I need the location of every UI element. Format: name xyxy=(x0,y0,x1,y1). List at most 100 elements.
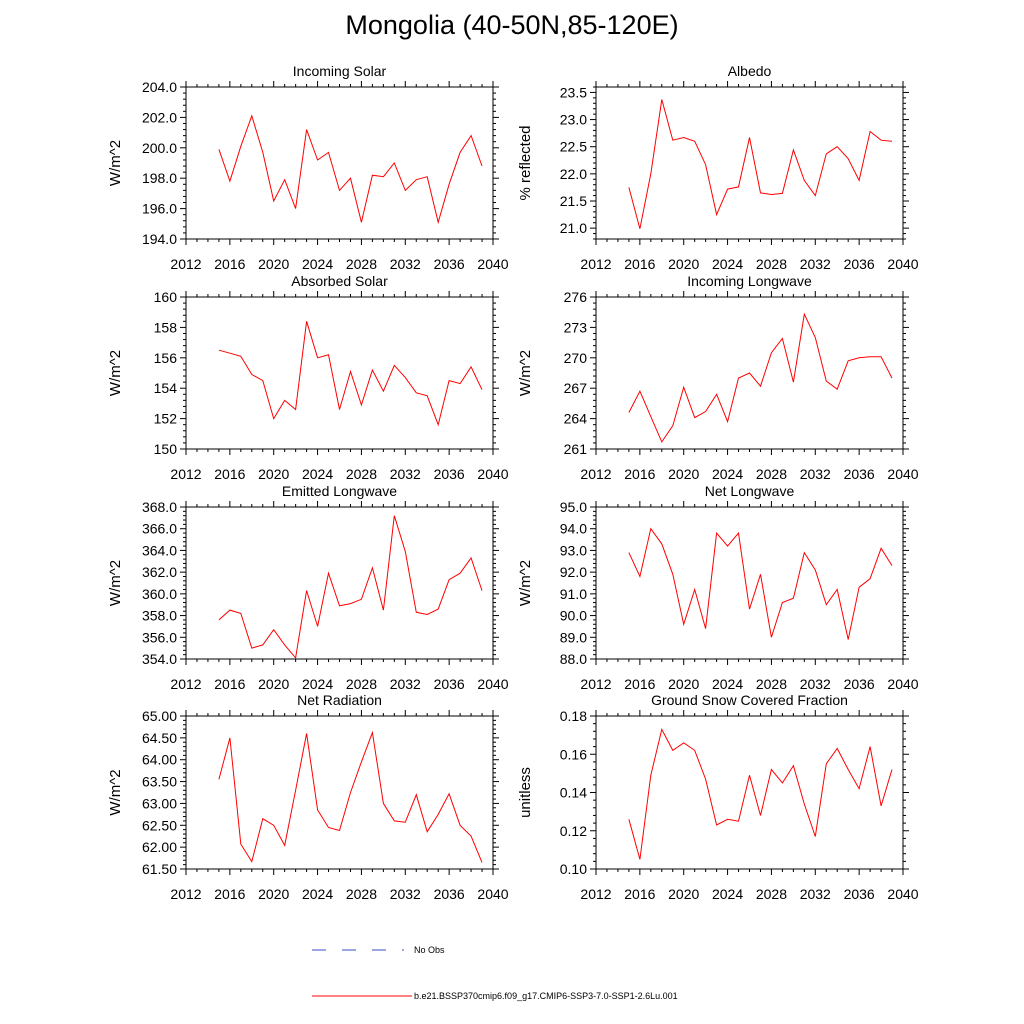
y-tick-label: 63.50 xyxy=(142,774,177,790)
panels: Incoming Solar W/m^2 2012 2016 2020 2024 2028 2… xyxy=(107,63,919,902)
x-tick-label: 2036 xyxy=(434,256,465,272)
y-tick-label: 90.0 xyxy=(560,608,587,624)
x-tick-label: 2036 xyxy=(844,886,875,902)
y-axis-label: W/m^2 xyxy=(517,560,534,606)
y-tick-label: 88.0 xyxy=(560,651,587,667)
y-tick-label: 65.00 xyxy=(142,708,177,724)
x-tick-label: 2028 xyxy=(756,256,787,272)
x-tick-label: 2032 xyxy=(800,256,831,272)
x-tick-label: 2032 xyxy=(800,466,831,482)
series-line xyxy=(218,321,483,427)
x-tick-label: 2016 xyxy=(624,466,655,482)
panel-title: Albedo xyxy=(728,63,772,79)
y-axis-label: W/m^2 xyxy=(107,769,124,815)
y-tick-label: 194.0 xyxy=(142,231,177,247)
y-tick-label: 0.12 xyxy=(560,823,587,839)
y-tick-label: 22.5 xyxy=(560,139,587,155)
x-tick-label: 2012 xyxy=(170,256,201,272)
x-tick-label: 2036 xyxy=(844,466,875,482)
y-tick-label: 366.0 xyxy=(142,521,177,537)
x-tick-label: 2040 xyxy=(477,676,508,692)
plot-frame xyxy=(595,506,904,660)
y-tick-label: 62.00 xyxy=(142,839,177,855)
y-tick-label: 358.0 xyxy=(142,608,177,624)
x-tick-label: 2012 xyxy=(170,676,201,692)
panel-title: Net Radiation xyxy=(297,692,382,708)
x-tick-label: 2012 xyxy=(170,466,201,482)
x-tick-label: 2040 xyxy=(887,256,918,272)
x-tick-label: 2016 xyxy=(214,886,245,902)
x-tick-label: 2020 xyxy=(258,886,289,902)
y-tick-label: 21.5 xyxy=(560,193,587,209)
y-tick-label: 23.0 xyxy=(560,112,587,128)
x-tick-label: 2024 xyxy=(302,676,333,692)
y-tick-label: 150 xyxy=(154,441,178,457)
x-tick-label: 2012 xyxy=(580,886,611,902)
panel-title: Absorbed Solar xyxy=(291,273,388,289)
x-tick-label: 2032 xyxy=(390,886,421,902)
series-line xyxy=(628,727,893,860)
series-line xyxy=(218,515,483,660)
y-tick-label: 92.0 xyxy=(560,564,587,580)
x-tick-label: 2032 xyxy=(390,466,421,482)
x-tick-label: 2024 xyxy=(712,886,743,902)
y-tick-label: 91.0 xyxy=(560,586,587,602)
y-tick-label: 368.0 xyxy=(142,499,177,515)
y-tick-label: 62.50 xyxy=(142,817,177,833)
x-tick-label: 2024 xyxy=(712,676,743,692)
x-tick-label: 2040 xyxy=(477,466,508,482)
y-tick-label: 356.0 xyxy=(142,629,177,645)
x-tick-label: 2036 xyxy=(434,676,465,692)
x-tick-label: 2016 xyxy=(214,256,245,272)
plot-frame xyxy=(185,506,494,660)
x-tick-label: 2028 xyxy=(346,466,377,482)
x-tick-label: 2028 xyxy=(346,256,377,272)
x-tick-label: 2020 xyxy=(668,256,699,272)
panel-title: Incoming Solar xyxy=(293,63,387,79)
x-tick-label: 2016 xyxy=(624,676,655,692)
panel-incoming-solar: Incoming Solar W/m^2 2012 2016 2020 2024 2028 2… xyxy=(107,63,509,272)
plot-frame xyxy=(185,715,494,870)
x-tick-label: 2036 xyxy=(434,886,465,902)
y-tick-label: 200.0 xyxy=(142,140,177,156)
y-tick-label: 270 xyxy=(564,350,588,366)
panel-emitted-longwave: Emitted Longwave W/m^2 2012 2016 2020 2024 202… xyxy=(107,483,509,692)
plot-frame xyxy=(185,296,494,450)
x-tick-label: 2020 xyxy=(258,256,289,272)
x-tick-label: 2020 xyxy=(668,886,699,902)
legend-model-label: b.e21.BSSP370cmip6.f09_g17.CMIP6-SSP3-7.… xyxy=(414,991,678,1001)
y-tick-label: 158 xyxy=(154,319,178,335)
y-tick-label: 21.0 xyxy=(560,220,587,236)
y-tick-label: 61.50 xyxy=(142,861,177,877)
y-tick-label: 364.0 xyxy=(142,542,177,558)
plot-frame xyxy=(185,86,494,240)
y-tick-label: 362.0 xyxy=(142,564,177,580)
y-axis-label: % reflected xyxy=(517,125,534,200)
figure-title: Mongolia (40-50N,85-120E) xyxy=(345,10,679,40)
panel-albedo: Albedo % reflected 2012 2016 2020 2024 2028 203… xyxy=(517,63,919,272)
x-tick-label: 2032 xyxy=(800,676,831,692)
y-tick-label: 204.0 xyxy=(142,79,177,95)
legend-obs-label: No Obs xyxy=(414,945,445,955)
x-tick-label: 2024 xyxy=(302,466,333,482)
y-tick-label: 93.0 xyxy=(560,542,587,558)
legend: No Obs b.e21.BSSP370cmip6.f09_g17.CMIP6-… xyxy=(312,945,678,1001)
y-tick-label: 196.0 xyxy=(142,201,177,217)
x-tick-label: 2012 xyxy=(580,676,611,692)
panel-net-radiation: Net Radiation W/m^2 2012 2016 2020 2024 2028 20… xyxy=(107,692,509,902)
panel-title: Incoming Longwave xyxy=(687,273,812,289)
y-tick-label: 276 xyxy=(564,289,588,305)
x-tick-label: 2012 xyxy=(580,466,611,482)
series-line xyxy=(628,527,893,640)
y-tick-label: 63.00 xyxy=(142,795,177,811)
y-tick-label: 0.14 xyxy=(560,785,587,801)
panel-title: Ground Snow Covered Fraction xyxy=(651,692,848,708)
y-tick-label: 156 xyxy=(154,350,178,366)
panel-ground-snow-covered-fraction: Ground Snow Covered Fraction unitless 2012… xyxy=(517,692,919,902)
series-line xyxy=(218,730,483,863)
panel-absorbed-solar: Absorbed Solar W/m^2 2012 2016 2020 2024 2028 2… xyxy=(107,273,509,482)
series-line xyxy=(628,99,893,229)
y-tick-label: 264 xyxy=(564,411,588,427)
x-tick-label: 2024 xyxy=(712,256,743,272)
x-tick-label: 2040 xyxy=(887,466,918,482)
